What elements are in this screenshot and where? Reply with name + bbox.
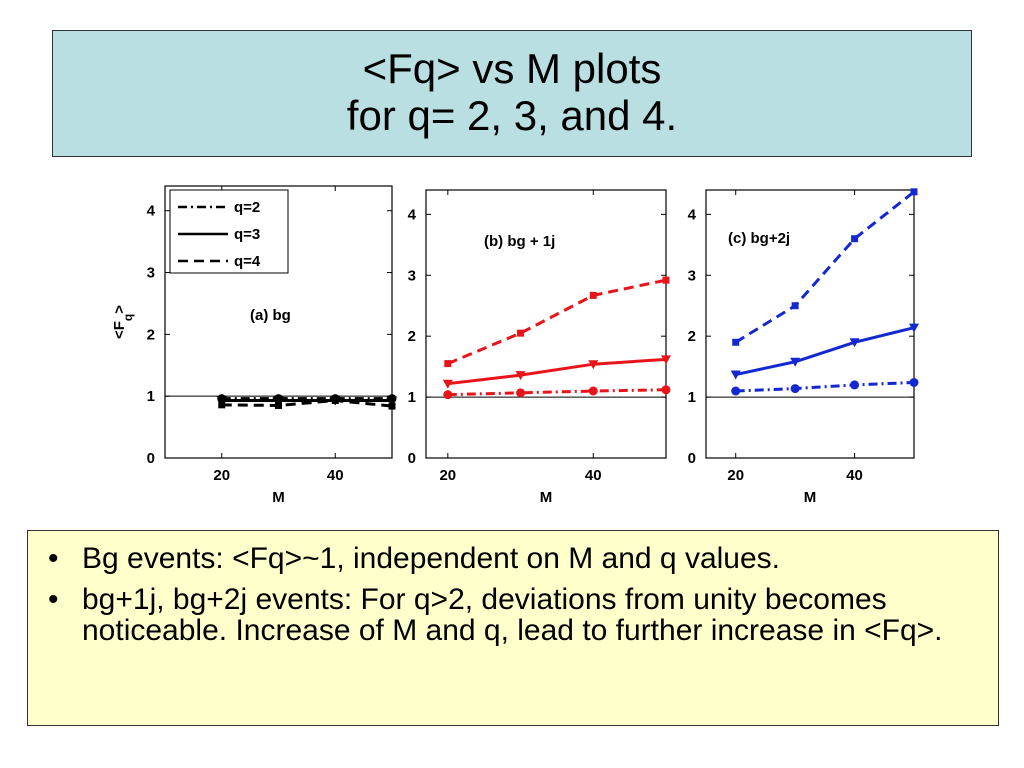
x-tick-label: 40 — [846, 467, 863, 484]
bullet-glyph: • — [48, 542, 59, 575]
y-tick-label: 1 — [408, 389, 416, 406]
data-point-square — [791, 302, 799, 310]
bullet-box: • Bg events: <Fq>~1, independent on M an… — [27, 530, 999, 726]
data-point-square — [275, 401, 282, 409]
y-tick-label: 0 — [408, 450, 416, 467]
bullet-glyph: • — [48, 583, 59, 616]
y-tick-label: 3 — [147, 265, 155, 282]
data-point-circle — [909, 377, 919, 387]
data-point-triangle — [442, 379, 453, 389]
y-tick-label: 3 — [688, 267, 696, 284]
data-point-circle — [731, 386, 741, 396]
data-point-square — [444, 360, 452, 368]
series-line-dashdot — [735, 380, 915, 393]
data-point-triangle — [387, 396, 397, 406]
x-axis-label: M — [272, 489, 285, 506]
data-point-triangle — [730, 370, 741, 380]
chart-panel-3: 0 1 2 3 4 20 40 M (c) bg+2j — [688, 188, 919, 506]
bullet-item-1: • Bg events: <Fq>~1, independent on M an… — [42, 543, 978, 574]
panel-annotation: (b) bg + 1j — [484, 233, 555, 250]
series-line-dashdot — [447, 388, 667, 397]
x-tick-label: 20 — [213, 467, 230, 484]
data-point-circle — [588, 386, 598, 396]
data-point-square — [662, 276, 670, 284]
y-tick-label: 0 — [147, 450, 155, 467]
title-line-1: <Fq> vs M plots — [362, 45, 662, 92]
x-axis-label: M — [540, 489, 553, 506]
data-point-circle — [443, 390, 453, 400]
panel-annotation: (c) bg+2j — [728, 230, 790, 247]
y-tick-label: 1 — [147, 388, 155, 405]
title-line-2: for q= 2, 3, and 4. — [346, 92, 678, 139]
title-box: <Fq> vs M plots for q= 2, 3, and 4. — [52, 30, 972, 157]
data-point-triangle — [849, 338, 860, 348]
bullet-item-2: • bg+1j, bg+2j events: For q>2, deviatio… — [42, 584, 978, 646]
data-point-square — [732, 338, 740, 346]
data-point-square — [517, 329, 525, 337]
plot-frame — [425, 189, 667, 459]
y-tick-label: 2 — [408, 328, 416, 345]
series-line-dashed — [734, 190, 915, 344]
data-point-square — [331, 397, 339, 405]
chart-panel-1: 0 1 2 3 4 20 40 M <Fq> (a) bg q=2 q=3 q=4 — [111, 185, 397, 506]
legend-label: q=4 — [234, 253, 261, 270]
bullet-text-1: Bg events: <Fq>~1, independent on M and … — [82, 542, 780, 575]
y-axis-label-sub: q — [121, 314, 135, 321]
data-point-square — [851, 235, 859, 243]
y-tick-label: 2 — [688, 328, 696, 345]
data-point-triangle — [216, 396, 227, 406]
y-tick-label: 4 — [147, 203, 156, 220]
series-line-dashed — [447, 278, 667, 365]
series-line-solid — [735, 326, 915, 377]
y-tick-label: 4 — [688, 206, 697, 223]
x-tick-label: 20 — [727, 467, 744, 484]
data-point-triangle — [661, 355, 671, 365]
data-point-square — [218, 401, 226, 409]
y-axis-label-main: <F — [111, 321, 128, 339]
y-tick-label: 4 — [408, 206, 417, 223]
data-point-square — [388, 402, 396, 410]
legend-box — [169, 189, 289, 274]
bullet-text-2: bg+1j, bg+2j events: For q>2, deviations… — [82, 583, 943, 647]
legend-label: q=2 — [234, 199, 260, 216]
data-point-triangle — [515, 371, 526, 381]
x-tick-label: 40 — [585, 467, 602, 484]
data-point-triangle — [588, 360, 599, 370]
y-tick-label: 0 — [688, 450, 696, 467]
data-point-circle — [661, 385, 671, 395]
plot-frame — [705, 189, 915, 459]
data-point-circle — [850, 380, 860, 390]
data-point-triangle — [273, 396, 284, 406]
y-tick-label: 2 — [147, 326, 155, 343]
y-tick-label: 3 — [408, 267, 416, 284]
series-line-solid — [447, 357, 667, 386]
data-point-circle — [790, 384, 800, 394]
data-point-triangle — [909, 323, 919, 333]
data-point-triangle — [790, 357, 801, 367]
legend: q=2 q=3 q=4 — [169, 189, 289, 274]
x-tick-label: 20 — [439, 467, 456, 484]
y-tick-label: 1 — [688, 389, 696, 406]
legend-label: q=3 — [234, 226, 260, 243]
y-axis-label: <Fq> — [111, 305, 135, 339]
data-point-square — [589, 291, 597, 299]
chart-panel-2: 0 1 2 3 4 20 40 M (b) bg + 1j — [408, 189, 671, 506]
y-axis-label-sup: > — [111, 305, 128, 314]
x-axis-label: M — [804, 489, 817, 506]
data-point-circle — [516, 388, 526, 398]
data-point-square — [910, 188, 918, 196]
x-tick-label: 40 — [327, 467, 344, 484]
panel-annotation: (a) bg — [250, 307, 291, 324]
series-line-dashed — [221, 399, 393, 408]
